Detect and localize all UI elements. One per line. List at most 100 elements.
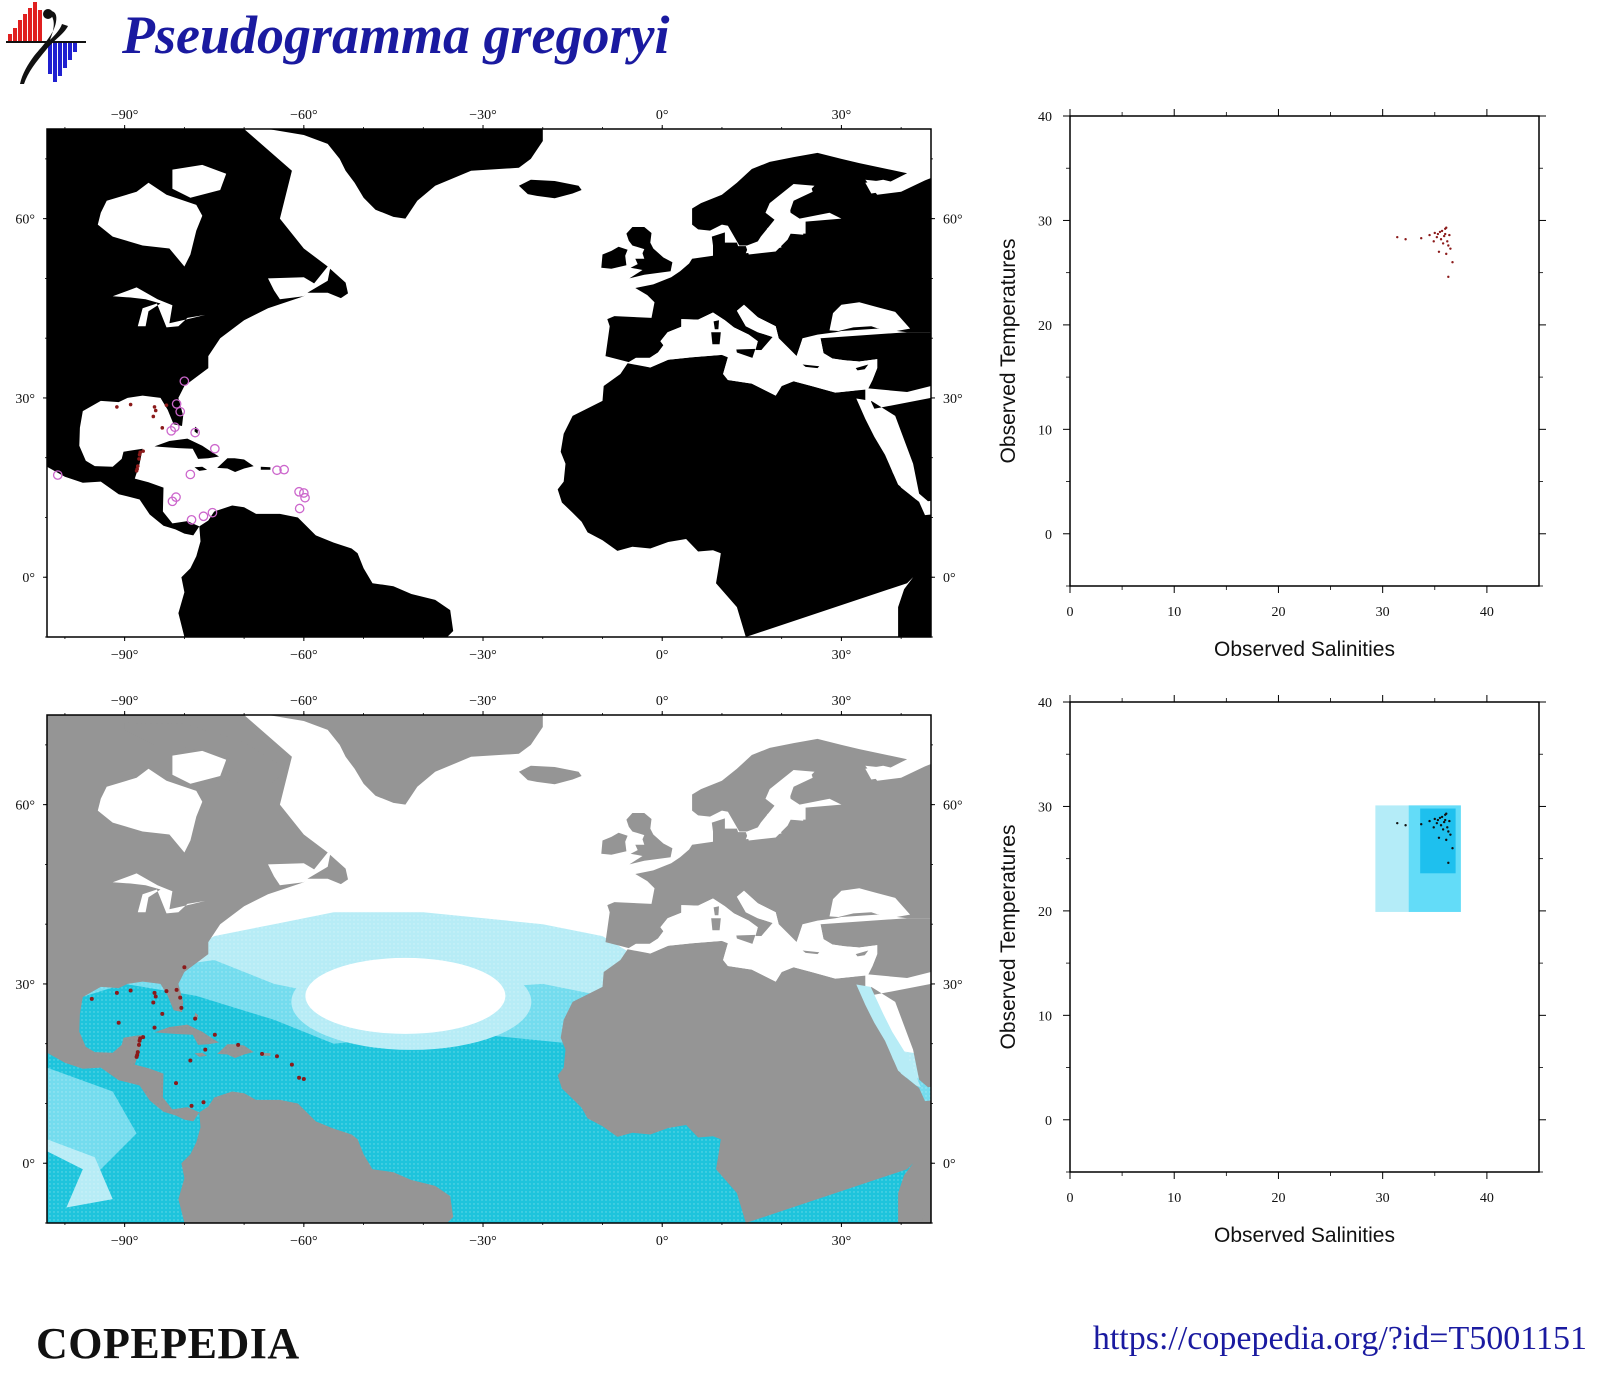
lon-label-bottom: −90° xyxy=(111,1234,139,1249)
ts-point xyxy=(1433,231,1436,235)
record-circle xyxy=(294,503,305,514)
lon-label-top: −90° xyxy=(111,694,139,709)
occurrence-point xyxy=(115,405,119,409)
lat-label-right: 0° xyxy=(943,1157,956,1172)
occurrence-point xyxy=(160,426,165,430)
ts-point xyxy=(1440,229,1444,233)
occurrence-point xyxy=(89,996,94,1001)
x-tick-label: 30 xyxy=(1376,605,1390,620)
occurrence-point xyxy=(188,1058,193,1063)
island-corsica xyxy=(713,320,719,330)
land-greenland xyxy=(226,129,543,219)
ts-scatter-top: 0 10 20 30 40 0 10 20 30 40 Observed Salinities Obs… xyxy=(997,109,1546,661)
x-tick-label: 20 xyxy=(1271,605,1285,620)
y-tick-label: 0 xyxy=(1045,528,1052,543)
lon-label-bottom: −60° xyxy=(290,1234,318,1249)
map-frame xyxy=(46,128,932,638)
island-sardinia xyxy=(711,918,721,931)
land-ireland xyxy=(601,832,628,855)
occurrence-point xyxy=(189,1103,194,1108)
ts-point xyxy=(1396,235,1399,239)
occurrence-point xyxy=(134,469,139,473)
land-anatolia xyxy=(820,918,931,978)
ts-point xyxy=(1435,235,1439,239)
land-anatolia xyxy=(820,332,931,392)
occurrence-point xyxy=(160,1011,165,1016)
record-circle xyxy=(279,464,289,475)
land-hispaniola xyxy=(217,1044,254,1058)
ts-point xyxy=(1444,818,1447,822)
plot-frame xyxy=(1069,701,1540,1173)
lon-label-top: 0° xyxy=(656,108,669,123)
ts-point xyxy=(1404,238,1407,241)
ts-point xyxy=(1445,252,1448,256)
land-madagascar xyxy=(920,1211,931,1223)
species-url-link[interactable]: https://copepedia.org/?id=T5001151 xyxy=(1092,1320,1587,1357)
land-cuba xyxy=(154,1024,219,1045)
land-jamaica xyxy=(194,1052,208,1057)
water-bothnia xyxy=(766,774,813,804)
land-ireland xyxy=(601,246,628,269)
lat-label-right: 30° xyxy=(943,978,963,993)
island-cyprus xyxy=(855,364,869,371)
island-crete xyxy=(802,364,820,369)
x-tick-label: 20 xyxy=(1271,1191,1285,1206)
record-circle xyxy=(185,469,196,480)
land-jamaica xyxy=(194,466,208,471)
occurrence-point xyxy=(260,1051,265,1056)
x-tick-label: 0 xyxy=(1067,1191,1074,1206)
y-tick-label: 0 xyxy=(1045,1114,1052,1129)
ts-point xyxy=(1451,261,1454,264)
y-tick-label: 40 xyxy=(1038,696,1052,711)
ts-point xyxy=(1439,238,1443,241)
occurrence-point xyxy=(116,1020,121,1025)
record-circle xyxy=(300,492,310,503)
ts-point xyxy=(1432,240,1435,243)
island-cyprus xyxy=(855,950,869,957)
ts-point xyxy=(1404,824,1407,827)
y-tick-label: 10 xyxy=(1038,423,1052,438)
occurrence-point xyxy=(212,1032,217,1037)
island-corsica xyxy=(713,906,719,916)
water-baltic xyxy=(745,805,804,840)
x-tick-label: 40 xyxy=(1480,605,1494,620)
y-tick-label: 30 xyxy=(1038,214,1052,229)
land-iceland xyxy=(518,179,582,199)
occurrence-point xyxy=(164,403,169,407)
water-whiteSea xyxy=(865,179,902,194)
lon-label-bottom: −30° xyxy=(469,648,497,663)
water-hudson xyxy=(97,768,203,853)
ts-point xyxy=(1440,815,1444,819)
water-blackSea xyxy=(829,302,911,333)
lon-label-top: −60° xyxy=(290,108,318,123)
record-circle xyxy=(179,376,190,387)
occurrence-point xyxy=(174,1081,179,1086)
occurrence-point xyxy=(153,408,158,413)
occurrence-point xyxy=(114,990,119,995)
island-sicily xyxy=(736,348,756,358)
ts-point xyxy=(1447,275,1450,279)
record-circle xyxy=(186,515,197,525)
ts-point xyxy=(1448,819,1451,823)
occurrence-point xyxy=(164,989,169,994)
island-sicily xyxy=(736,934,756,944)
x-axis-title: Observed Salinities xyxy=(1214,1224,1395,1247)
envelope-inner xyxy=(1420,808,1456,874)
record-circle xyxy=(207,507,218,518)
occurrence-point xyxy=(301,1076,306,1081)
land-britain xyxy=(626,227,673,279)
y-tick-label: 30 xyxy=(1038,800,1052,815)
water-greatLakes xyxy=(112,287,206,328)
lat-label-left: 0° xyxy=(22,1157,35,1172)
land-samerica xyxy=(178,1091,454,1223)
occurrence-map-top: −90° −90° −60° −60° −30° −30° 0° 0° 30° 30° 0° 0° 30… xyxy=(15,108,962,663)
ts-point xyxy=(1432,826,1435,829)
water-whiteSea xyxy=(865,765,902,780)
ts-point xyxy=(1445,812,1448,815)
lon-label-top: −90° xyxy=(111,108,139,123)
occurrence-point xyxy=(179,1005,184,1010)
land-puertorico xyxy=(260,466,271,470)
x-axis-title: Observed Salinities xyxy=(1214,638,1395,661)
record-circle xyxy=(167,496,178,507)
ts-point xyxy=(1438,230,1442,234)
